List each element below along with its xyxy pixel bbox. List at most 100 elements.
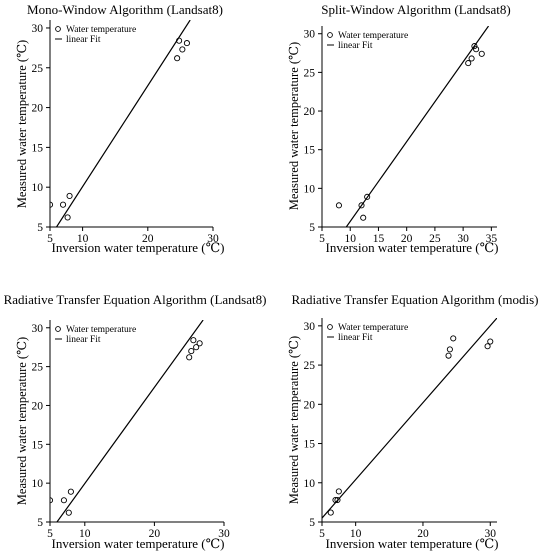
x-tick-label: 5 — [47, 528, 53, 540]
data-point — [335, 488, 342, 495]
chart-panel-1: Mono-Window Algorithm (Landsat8) 5 10 20 30 5… — [15, 2, 225, 255]
data-point — [190, 337, 197, 344]
data-point — [360, 214, 367, 221]
y-tick-label: 30 — [304, 29, 316, 41]
x-tick-label: 20 — [417, 528, 429, 540]
legend-point-swatch — [327, 324, 333, 330]
x-tick-label: 20 — [142, 233, 154, 245]
data-point — [193, 344, 200, 351]
x-tick-label: 10 — [350, 528, 362, 540]
y-tick-label: 5 — [37, 222, 43, 234]
legend-label: Water temperature — [66, 25, 136, 35]
x-tick-label: 5 — [319, 233, 325, 245]
y-tick-label: 30 — [32, 23, 44, 35]
x-axis-label: Inversion water temperature (℃) — [52, 240, 225, 255]
y-tick-label: 20 — [32, 103, 44, 115]
y-axis-label: Measured water temperature (℃) — [15, 40, 29, 208]
data-point — [446, 346, 453, 353]
legend-point-swatch — [55, 326, 61, 332]
y-tick-label: 20 — [304, 106, 316, 118]
data-point — [327, 509, 334, 516]
data-point — [66, 192, 73, 199]
plot-area — [50, 320, 204, 522]
data-point — [478, 50, 485, 57]
legend-label: linear Fit — [66, 335, 101, 345]
data-point — [186, 354, 193, 361]
data-point — [179, 46, 186, 53]
data-point — [484, 343, 491, 350]
data-point — [67, 488, 74, 495]
legend-label: linear Fit — [338, 333, 373, 343]
data-point — [473, 46, 480, 53]
x-tick-label: 10 — [344, 233, 356, 245]
y-tick-label: 5 — [309, 517, 315, 529]
fit-line — [322, 318, 497, 519]
data-point — [174, 55, 181, 62]
y-tick-label: 30 — [32, 323, 44, 335]
x-axis-label: Inversion water temperature (℃) — [326, 240, 499, 255]
y-tick-label: 10 — [304, 183, 316, 195]
x-tick-label: 10 — [77, 233, 89, 245]
y-tick-label: 30 — [304, 321, 316, 333]
data-point — [335, 202, 342, 209]
data-point — [50, 201, 54, 208]
y-tick-label: 25 — [304, 67, 316, 79]
legend-label: Water temperature — [338, 31, 408, 41]
data-point — [60, 497, 67, 504]
data-point — [487, 338, 494, 345]
y-tick-label: 10 — [32, 478, 44, 490]
y-tick-label: 15 — [32, 439, 44, 451]
fit-line — [345, 26, 490, 227]
data-point — [183, 40, 190, 47]
chart-title: Mono-Window Algorithm (Landsat8) — [27, 2, 223, 17]
data-point — [196, 340, 203, 347]
chart-title: Radiative Transfer Equation Algorithm (m… — [292, 292, 539, 307]
x-tick-label: 30 — [457, 233, 469, 245]
x-axis-label: Inversion water temperature (℃) — [52, 536, 225, 551]
data-point — [334, 496, 341, 504]
data-point — [188, 348, 195, 355]
chart-title: Split-Window Algorithm (Landsat8) — [321, 2, 510, 17]
y-axis-label: Measured water temperature (℃) — [15, 337, 29, 505]
y-tick-label: 5 — [37, 517, 43, 529]
data-point — [465, 60, 472, 67]
x-tick-label: 20 — [401, 233, 413, 245]
data-point — [471, 43, 478, 50]
x-tick-label: 15 — [373, 233, 385, 245]
y-tick-label: 25 — [32, 63, 44, 75]
y-tick-label: 5 — [309, 222, 315, 234]
x-tick-label: 10 — [79, 528, 91, 540]
x-tick-label: 30 — [485, 528, 497, 540]
chart-panel-2: Split-Window Algorithm (Landsat8) 5 10 15 20… — [287, 2, 511, 255]
legend-label: Water temperature — [338, 323, 408, 333]
x-tick-label: 20 — [149, 528, 161, 540]
data-point — [59, 201, 67, 208]
plot-area — [50, 20, 191, 227]
y-tick-label: 15 — [304, 145, 316, 157]
chart-title: Radiative Transfer Equation Algorithm (L… — [4, 292, 267, 307]
y-tick-label: 20 — [32, 400, 44, 412]
y-tick-label: 15 — [304, 439, 316, 451]
plot-area — [322, 318, 497, 519]
y-tick-label: 15 — [32, 142, 44, 154]
data-point — [65, 509, 72, 516]
y-tick-label: 10 — [304, 478, 316, 490]
legend-label: Water temperature — [66, 325, 136, 335]
x-axis-label: Inversion water temperature (℃) — [326, 536, 499, 551]
data-point — [358, 202, 365, 209]
legend-label: linear Fit — [338, 41, 373, 51]
data-point — [445, 352, 452, 359]
legend-point-swatch — [327, 32, 333, 38]
fit-line — [56, 20, 191, 227]
data-point — [64, 214, 71, 221]
data-point — [468, 55, 475, 62]
y-tick-label: 25 — [304, 360, 316, 372]
y-axis-label: Measured water temperature (℃) — [287, 42, 301, 210]
y-tick-label: 25 — [32, 362, 44, 374]
y-tick-label: 10 — [32, 182, 44, 194]
x-tick-label: 35 — [486, 233, 498, 245]
chart-panel-3: Radiative Transfer Equation Algorithm (L… — [4, 292, 267, 551]
x-tick-label: 30 — [218, 528, 230, 540]
fit-line — [56, 320, 204, 522]
